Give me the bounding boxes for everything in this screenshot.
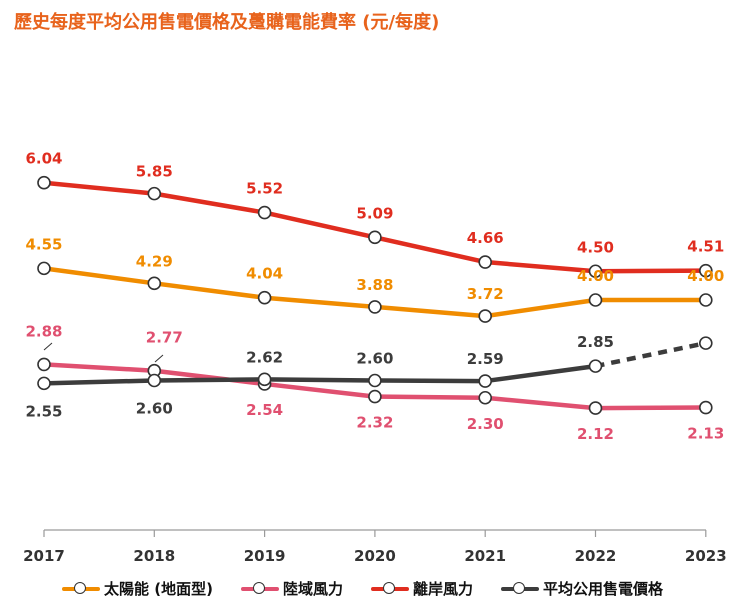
- point-0-2020: [368, 300, 382, 314]
- data-label-3-2021: 2.59: [467, 350, 504, 368]
- legend-swatch-solar: [62, 581, 100, 596]
- data-label-0-2023: 4.00: [687, 267, 724, 285]
- data-label-0-2020: 3.88: [356, 276, 393, 294]
- point-3-2019: [257, 372, 272, 387]
- data-labels: 2.88 2.77 2.54 2.32 2.30 2.12 2.13 2.55 2.60 2.62…: [25, 150, 724, 443]
- point-3-2018: [147, 373, 162, 388]
- data-label-2-2020: 5.09: [356, 204, 393, 222]
- point-2-2020: [368, 230, 382, 245]
- point-2-2017: [37, 175, 51, 190]
- legend-label-average-price: 平均公用售電價格: [542, 580, 663, 598]
- point-1-2020: [368, 389, 382, 404]
- data-label-0-2018: 4.29: [136, 252, 173, 270]
- data-label-3-2022: 2.85: [577, 333, 614, 351]
- chart-title: 歷史每度平均公用售電價格及躉購電能費率 (元/每度): [14, 12, 440, 33]
- data-label-2-2021: 4.66: [467, 229, 504, 247]
- data-label-1-2023: 2.13: [687, 425, 724, 443]
- data-label-2-2017: 6.04: [25, 150, 62, 168]
- data-label-3-2020: 2.60: [356, 350, 393, 368]
- data-label-1-2022: 2.12: [577, 425, 614, 443]
- legend-item-solar[interactable]: 太陽能 (地面型): [62, 578, 213, 599]
- point-3-2021: [478, 374, 493, 388]
- data-label-2-2018: 5.85: [136, 163, 173, 181]
- data-label-1-2021: 2.30: [467, 415, 504, 433]
- x-tick-label-2017: 2017: [23, 547, 65, 565]
- data-label-3-2019: 2.62: [246, 348, 283, 366]
- point-3-2023: [698, 336, 713, 350]
- point-1-2017: [37, 357, 51, 372]
- point-0-2022: [588, 293, 603, 307]
- data-label-2-2022: 4.50: [577, 238, 614, 256]
- point-1-2021: [478, 390, 493, 405]
- legend-item-onshore-wind[interactable]: 陸域風力: [240, 578, 343, 599]
- legend-label-onshore-wind: 陸域風力: [282, 580, 343, 598]
- legend-swatch-average-price: [500, 581, 539, 596]
- point-0-2018: [147, 276, 162, 291]
- point-2-2018: [147, 186, 162, 201]
- data-label-2-2019: 5.52: [246, 180, 283, 198]
- point-3-2017: [37, 376, 51, 391]
- series-line-3: [41, 363, 598, 386]
- data-label-3-2017: 2.55: [25, 402, 62, 420]
- point-2-2022: [588, 264, 603, 279]
- series-markers: [37, 175, 713, 415]
- point-0-2023: [698, 293, 713, 307]
- x-tick-label-2023: 2023: [685, 547, 727, 565]
- legend: 太陽能 (地面型) 陸域風力 離岸風力 平均公用售電價格: [62, 578, 663, 599]
- point-0-2021: [478, 309, 493, 323]
- legend-item-offshore-wind[interactable]: 離岸風力: [370, 578, 473, 599]
- data-label-0-2017: 4.55: [25, 235, 62, 253]
- x-tick-label-2020: 2020: [354, 547, 396, 565]
- point-1-2022: [588, 401, 603, 415]
- data-label-0-2019: 4.04: [246, 265, 283, 283]
- leader-line-2018: [154, 354, 164, 363]
- data-label-1-2020: 2.32: [356, 414, 393, 432]
- legend-swatch-offshore-wind: [370, 581, 409, 596]
- point-1-2023: [698, 400, 713, 415]
- data-label-0-2022: 4.00: [577, 267, 614, 285]
- data-label-3-2018: 2.60: [136, 400, 173, 418]
- data-label-0-2021: 3.72: [467, 285, 504, 303]
- legend-label-solar: 太陽能 (地面型): [104, 580, 213, 598]
- legend-item-average-price[interactable]: 平均公用售電價格: [500, 578, 663, 599]
- x-tick-label-2018: 2018: [133, 547, 175, 565]
- x-axis-ticks: 2017 2018 2019 2020 2021 2022 2023: [23, 530, 727, 565]
- point-0-2019: [257, 290, 272, 305]
- data-label-2-2023: 4.51: [687, 238, 724, 256]
- point-2-2021: [478, 255, 493, 269]
- data-label-1-2018: 2.77: [146, 329, 183, 347]
- point-2-2019: [257, 205, 272, 220]
- point-3-2020: [368, 373, 382, 388]
- point-2-2023: [698, 263, 713, 278]
- point-0-2017: [37, 261, 51, 276]
- x-tick-label-2021: 2021: [464, 547, 506, 565]
- x-tick-label-2019: 2019: [244, 547, 286, 565]
- point-3-2022: [588, 359, 603, 373]
- data-label-1-2019: 2.54: [246, 401, 283, 419]
- data-label-1-2017: 2.88: [25, 322, 62, 340]
- leader-line-2017: [43, 342, 53, 351]
- series-line-dashed-projection: [595, 340, 707, 369]
- legend-swatch-onshore-wind: [240, 581, 279, 596]
- legend-label-offshore-wind: 離岸風力: [412, 580, 473, 598]
- x-tick-label-2022: 2022: [575, 547, 617, 565]
